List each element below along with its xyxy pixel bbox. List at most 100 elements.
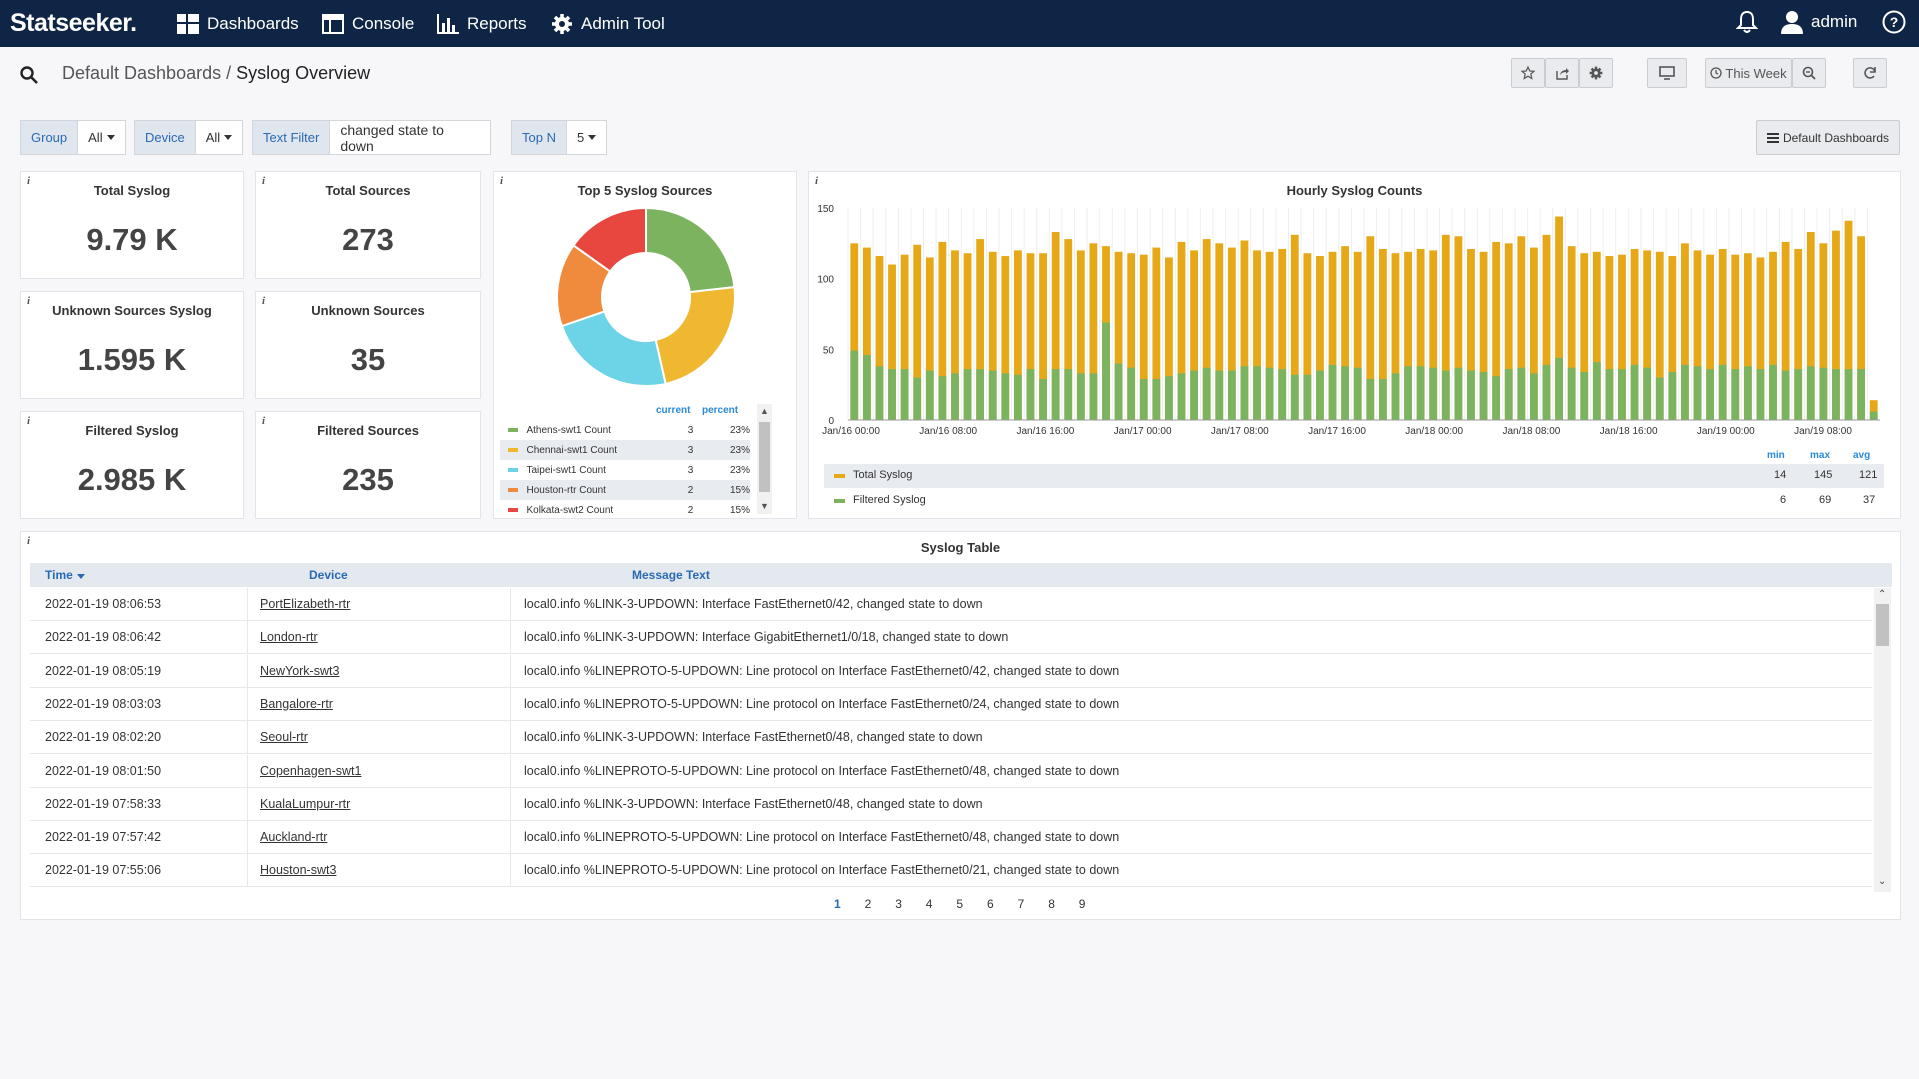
bar-total-syslog[interactable] <box>1530 247 1538 420</box>
info-icon[interactable]: i <box>500 175 504 187</box>
bar-filtered-syslog[interactable] <box>1441 370 1450 420</box>
bar-filtered-syslog[interactable] <box>1530 373 1538 420</box>
bar-total-syslog[interactable] <box>1857 236 1866 420</box>
bar-total-syslog[interactable] <box>1290 234 1299 420</box>
bar-total-syslog[interactable] <box>1844 220 1853 420</box>
bar-total-syslog[interactable] <box>1026 253 1035 420</box>
bar-filtered-syslog[interactable] <box>1718 364 1727 420</box>
bar-filtered-syslog[interactable] <box>1479 371 1488 420</box>
bar-total-syslog[interactable] <box>1278 248 1287 420</box>
bar-total-syslog[interactable] <box>1014 250 1022 420</box>
bar-filtered-syslog[interactable] <box>1303 374 1312 420</box>
device-link[interactable]: NewYork-swt3 <box>260 663 340 678</box>
bar-total-syslog[interactable] <box>1215 243 1224 420</box>
bar-filtered-syslog[interactable] <box>1152 379 1161 420</box>
group-select[interactable]: All <box>78 121 124 154</box>
bar-filtered-syslog[interactable] <box>1076 373 1085 420</box>
bar-total-syslog[interactable] <box>1718 248 1727 420</box>
bar-filtered-syslog[interactable] <box>1542 364 1551 420</box>
bar-filtered-syslog[interactable] <box>1454 367 1463 420</box>
bar-total-syslog[interactable] <box>1479 251 1488 420</box>
bar-filtered-syslog[interactable] <box>1592 362 1601 420</box>
bar-total-syslog[interactable] <box>1341 246 1350 420</box>
bar-total-syslog[interactable] <box>1265 251 1274 420</box>
bar-filtered-syslog[interactable] <box>1567 367 1576 420</box>
scrollbar-thumb[interactable] <box>1876 604 1889 646</box>
bar-total-syslog[interactable] <box>900 254 909 420</box>
bar-filtered-syslog[interactable] <box>1467 370 1475 420</box>
info-icon[interactable]: i <box>27 175 31 187</box>
legend-item[interactable]: Kolkata-swt2 Count 2 15% <box>500 500 750 518</box>
bar-filtered-syslog[interactable] <box>1869 411 1878 420</box>
bar-filtered-syslog[interactable] <box>925 370 934 420</box>
bar-total-syslog[interactable] <box>888 264 896 420</box>
bar-filtered-syslog[interactable] <box>1391 373 1400 420</box>
bar-total-syslog[interactable] <box>1404 251 1412 420</box>
bar-filtered-syslog[interactable] <box>1039 379 1047 420</box>
bar-total-syslog[interactable] <box>1731 254 1740 420</box>
bar-filtered-syslog[interactable] <box>1756 369 1765 420</box>
bar-filtered-syslog[interactable] <box>1517 367 1526 420</box>
bar-filtered-syslog[interactable] <box>963 369 972 420</box>
info-icon[interactable]: i <box>27 295 31 307</box>
page-link[interactable]: 9 <box>1078 897 1086 911</box>
bar-total-syslog[interactable] <box>913 244 922 420</box>
table-row[interactable]: 2022-01-19 08:03:03 Bangalore-rtr local0.i… <box>30 687 1872 721</box>
page-link[interactable]: 3 <box>895 897 902 911</box>
bar-filtered-syslog[interactable] <box>976 369 985 420</box>
scroll-down-icon[interactable]: ⌄ <box>1878 876 1887 887</box>
bar-total-syslog[interactable] <box>1152 247 1161 420</box>
page-link[interactable]: 5 <box>956 897 964 911</box>
bar-filtered-syslog[interactable] <box>1681 364 1689 420</box>
bar-filtered-syslog[interactable] <box>1806 366 1815 420</box>
bar-total-syslog[interactable] <box>1517 236 1526 420</box>
bar-filtered-syslog[interactable] <box>1580 371 1589 420</box>
bar-total-syslog[interactable] <box>1832 230 1840 420</box>
bar-filtered-syslog[interactable] <box>1781 370 1790 420</box>
nav-console[interactable]: Console <box>322 12 414 36</box>
bar-total-syslog[interactable] <box>1681 243 1689 420</box>
bar-filtered-syslog[interactable] <box>1492 376 1501 420</box>
bar-total-syslog[interactable] <box>1743 253 1752 420</box>
scroll-up-icon[interactable]: ▲ <box>760 406 769 416</box>
device-link[interactable]: Bangalore-rtr <box>260 696 333 711</box>
bar-total-syslog[interactable] <box>1378 248 1387 420</box>
bar-total-syslog[interactable] <box>1114 251 1123 420</box>
info-icon[interactable]: i <box>815 175 819 187</box>
bar-filtered-syslog[interactable] <box>938 376 947 420</box>
device-select[interactable]: All <box>196 121 242 154</box>
bar-total-syslog[interactable] <box>1429 250 1438 420</box>
legend-item[interactable]: Athens-swt1 Count 3 23% <box>500 420 750 440</box>
bar-total-syslog[interactable] <box>1643 250 1652 420</box>
bar-total-syslog[interactable] <box>1127 253 1136 420</box>
bar-filtered-syslog[interactable] <box>1655 377 1664 420</box>
page-link[interactable]: 8 <box>1048 897 1055 911</box>
page-link[interactable]: 6 <box>987 897 994 911</box>
page-link[interactable]: 1 <box>834 897 841 911</box>
device-link[interactable]: Auckland-rtr <box>260 830 328 845</box>
table-row[interactable]: 2022-01-19 07:58:33 KualaLumpur-rtr local0… <box>30 787 1872 821</box>
bar-filtered-syslog[interactable] <box>1240 366 1249 420</box>
bar-filtered-syslog[interactable] <box>1605 369 1614 420</box>
column-header-device[interactable]: Device <box>309 568 348 582</box>
statseeker-logo[interactable]: Statseeker. <box>10 9 137 37</box>
bar-total-syslog[interactable] <box>1668 256 1677 420</box>
bar-filtered-syslog[interactable] <box>875 366 884 420</box>
info-icon[interactable]: i <box>262 295 266 307</box>
bar-total-syslog[interactable] <box>988 251 997 420</box>
table-scrollbar[interactable]: ⌃ ⌄ <box>1874 588 1891 892</box>
info-icon[interactable]: i <box>262 175 266 187</box>
legend-row-total-syslog[interactable]: Total Syslog 14 145 121 <box>824 464 1884 488</box>
bar-filtered-syslog[interactable] <box>850 350 859 420</box>
bar-filtered-syslog[interactable] <box>1794 369 1803 420</box>
bar-filtered-syslog[interactable] <box>1618 369 1626 420</box>
bar-total-syslog[interactable] <box>951 250 959 420</box>
help-button[interactable]: ? <box>1882 10 1906 34</box>
legend-row-filtered-syslog[interactable]: Filtered Syslog 6 69 37 <box>824 489 1884 513</box>
legend-item[interactable]: Houston-rtr Count 2 15% <box>500 480 750 500</box>
bar-filtered-syslog[interactable] <box>988 370 997 420</box>
legend-scrollbar[interactable]: ▲ ▼ <box>757 404 772 514</box>
bar-total-syslog[interactable] <box>1076 250 1085 420</box>
bar-filtered-syslog[interactable] <box>1630 364 1639 420</box>
bar-total-syslog[interactable] <box>1391 253 1400 420</box>
